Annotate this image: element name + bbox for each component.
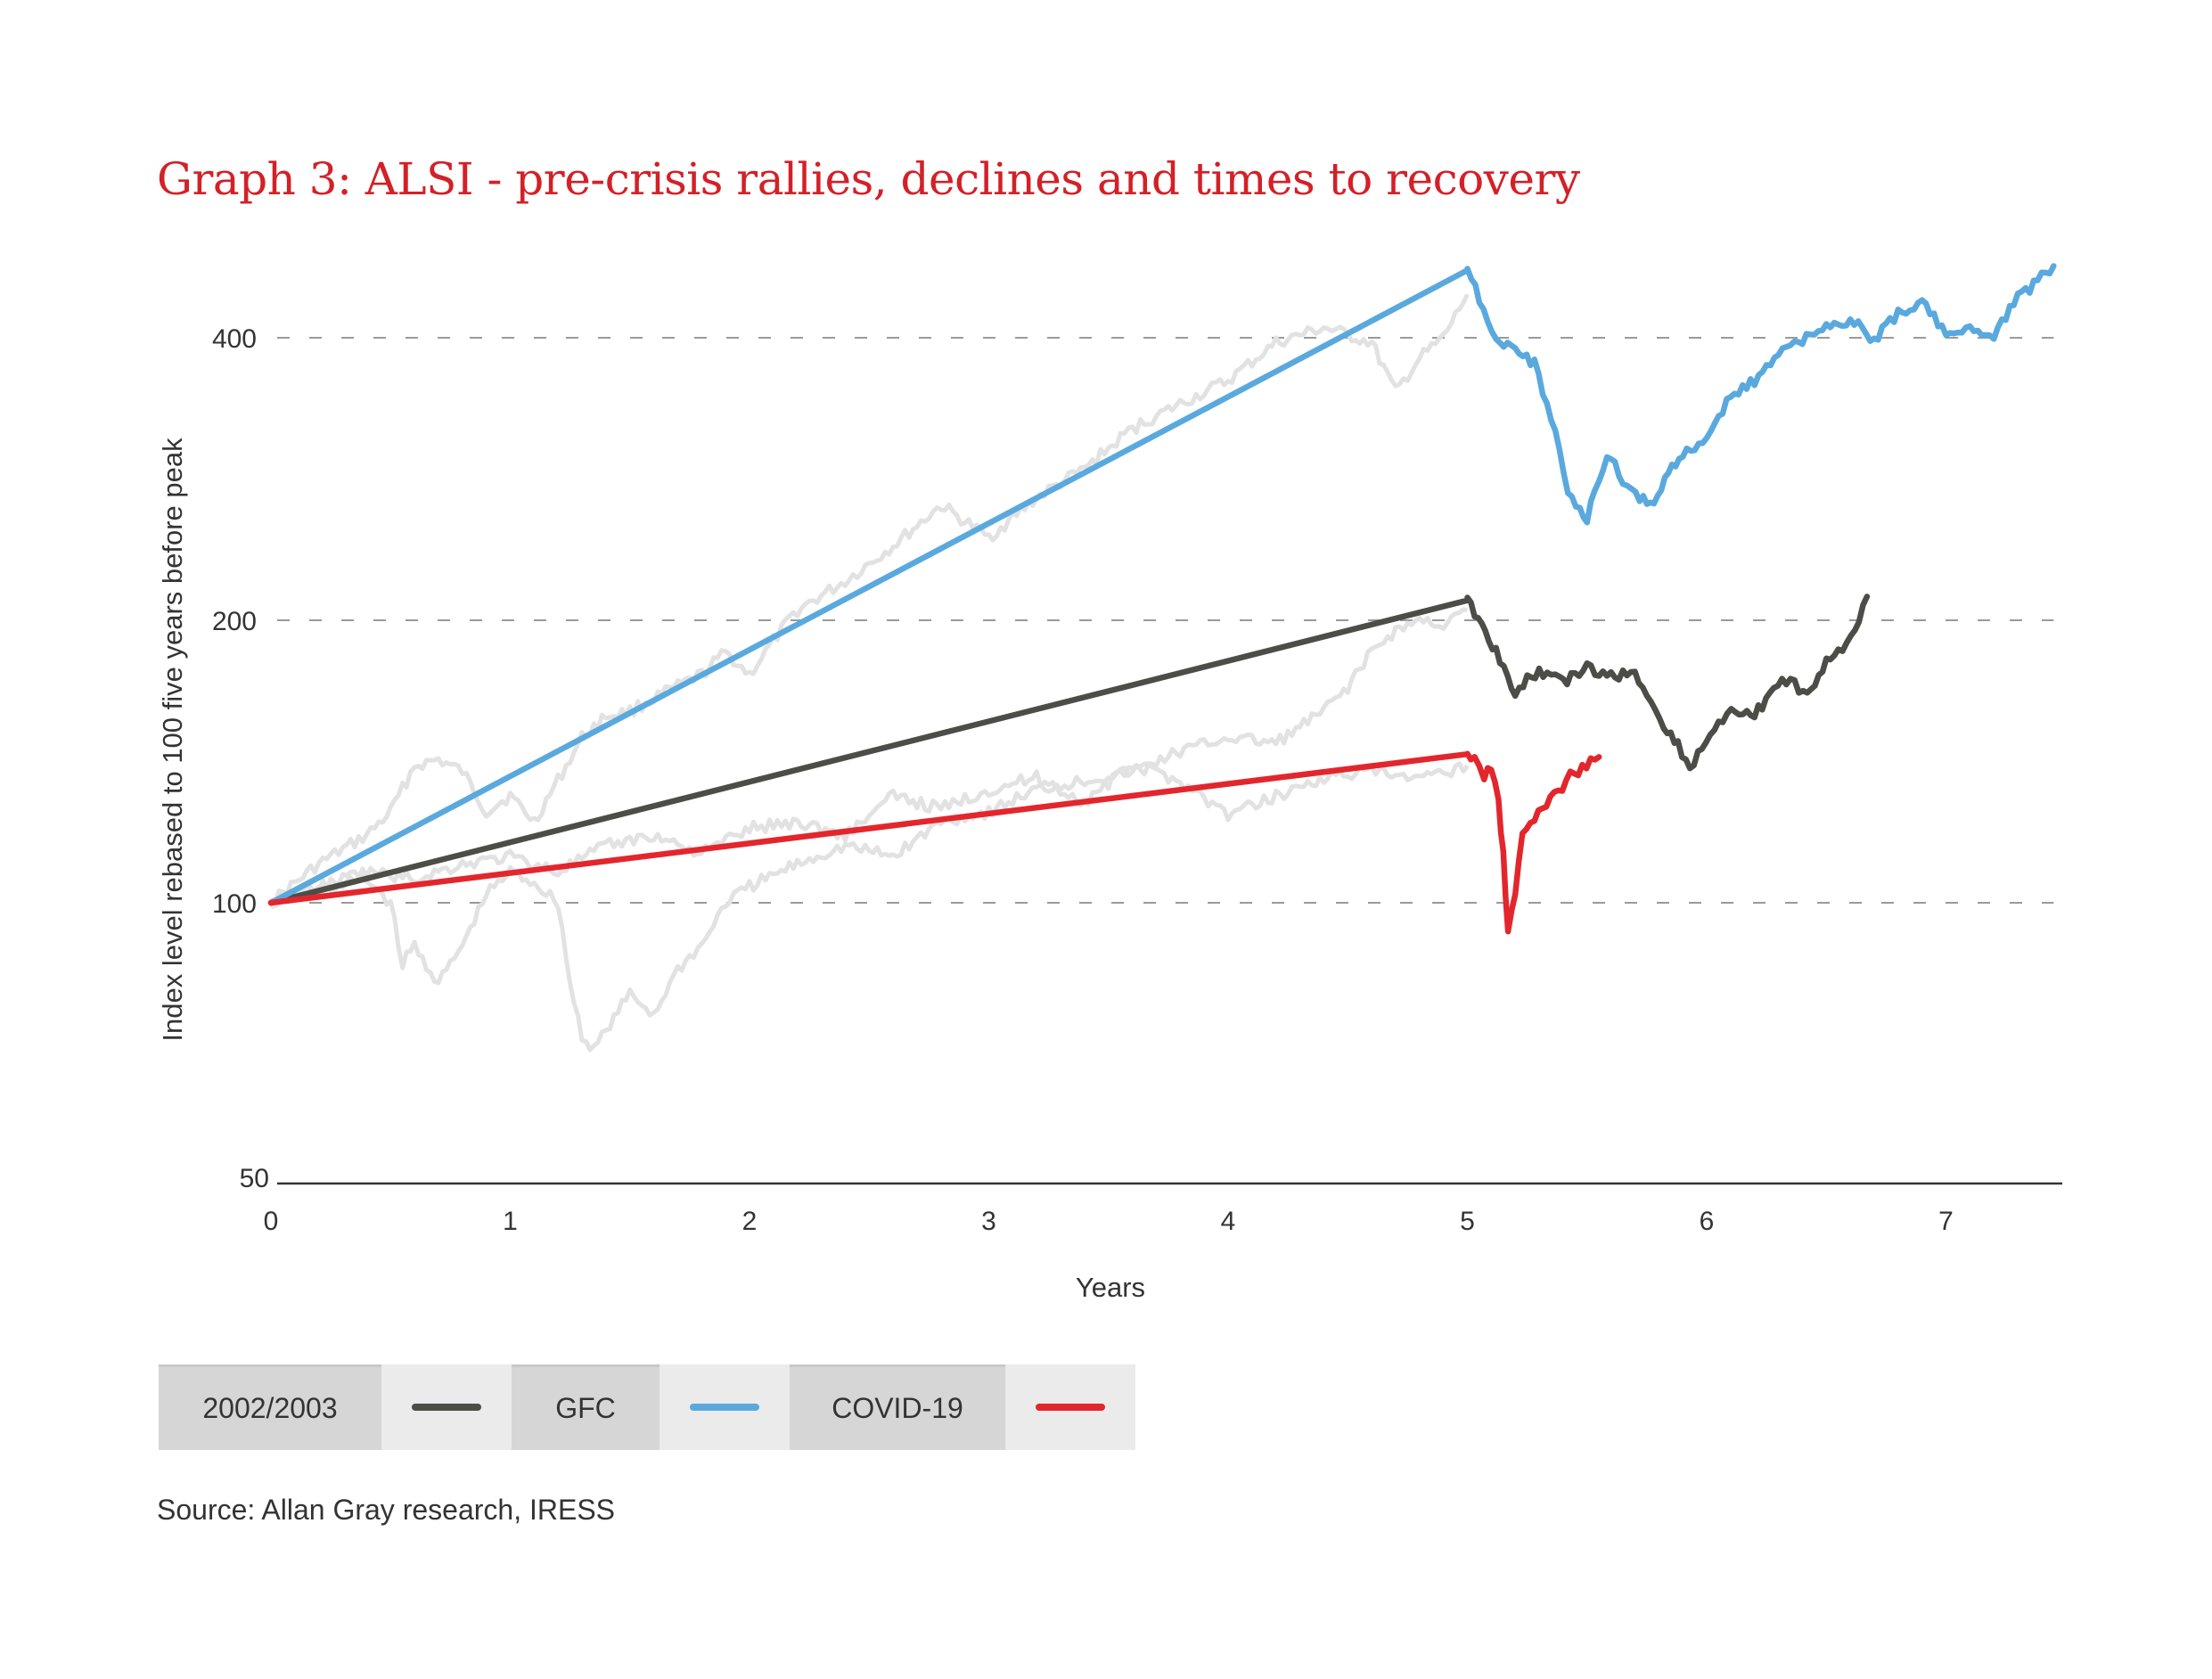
- y-axis-title: Index level rebased to 100 five years be…: [157, 438, 188, 1042]
- legend-label-covid-19: COVID-19: [790, 1364, 1005, 1450]
- x-tick-label: 0: [264, 1207, 279, 1236]
- series-lines: [267, 263, 2057, 935]
- x-axis-title: Years: [1076, 1272, 1145, 1303]
- x-tick-label: 3: [981, 1207, 996, 1236]
- x-tick-label: 1: [503, 1207, 518, 1236]
- gridlines: [277, 337, 2054, 904]
- series-line-covid-19: [267, 750, 1602, 935]
- chart-title: Graph 3: ALSI - pre-crisis rallies, decl…: [157, 153, 1580, 205]
- y-tick-label: 200: [212, 607, 257, 636]
- legend-label-2002-2003: 2002/2003: [159, 1364, 381, 1450]
- series-line-gfc: [267, 263, 2057, 906]
- x-tick-label: 6: [1700, 1207, 1715, 1236]
- background-paths: [268, 293, 1470, 1052]
- legend-swatch-covid-19: [1005, 1364, 1135, 1450]
- chart: 50 100 200 400 0 1 2 3 4 5 6 7 Years Index level r…: [157, 263, 2062, 1303]
- legend-swatch-2002-2003: [381, 1364, 512, 1450]
- legend-swatch-gfc: [660, 1364, 790, 1450]
- legend-line-icon: [1036, 1404, 1105, 1411]
- series-line-2002-2003: [267, 594, 1871, 906]
- x-tick-label: 2: [742, 1207, 758, 1236]
- background-path: [268, 607, 1469, 1052]
- legend-line-icon: [690, 1404, 759, 1411]
- x-tick-label: 4: [1221, 1207, 1236, 1236]
- y-tick-labels: 50 100 200 400: [212, 324, 269, 1193]
- x-tick-label: 7: [1938, 1207, 1954, 1236]
- y-tick-label: 50: [240, 1164, 269, 1193]
- source-note: Source: Allan Gray research, IRESS: [157, 1494, 615, 1526]
- y-tick-label: 400: [212, 324, 257, 354]
- background-path: [269, 293, 1470, 910]
- background-path: [269, 761, 1470, 907]
- legend: 2002/2003 GFC COVID-19: [159, 1364, 1135, 1450]
- legend-line-icon: [412, 1404, 481, 1411]
- x-tick-label: 5: [1460, 1207, 1475, 1236]
- y-tick-label: 100: [212, 889, 257, 919]
- legend-label-gfc: GFC: [512, 1364, 660, 1450]
- x-tick-labels: 0 1 2 3 4 5 6 7: [264, 1207, 1954, 1236]
